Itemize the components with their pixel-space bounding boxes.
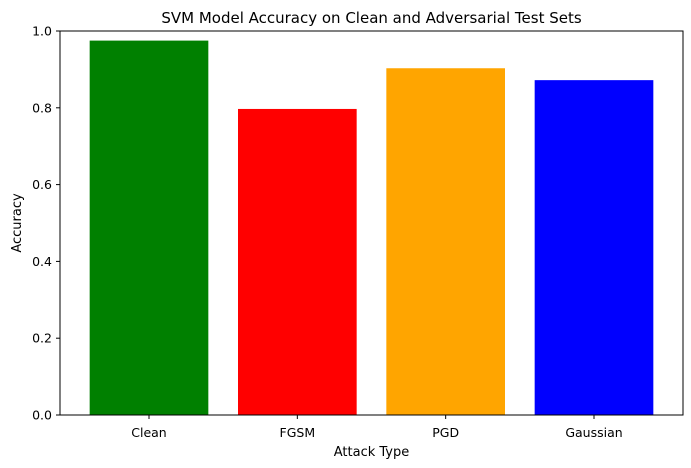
y-tick-label: 0.4 xyxy=(32,254,52,269)
chart-title: SVM Model Accuracy on Clean and Adversar… xyxy=(161,9,582,27)
bar-fgsm xyxy=(238,108,357,416)
bars-layer xyxy=(89,40,654,416)
x-axis: Clean FGSM PGD Gaussian xyxy=(131,415,623,440)
x-tick-label: Clean xyxy=(131,425,166,440)
y-axis: 0.0 0.2 0.4 0.6 0.8 1.0 xyxy=(32,24,60,423)
y-tick-label: 0.0 xyxy=(32,408,52,423)
y-tick-label: 0.2 xyxy=(32,331,52,346)
x-tick-label: Gaussian xyxy=(565,425,622,440)
bar-clean xyxy=(89,40,209,415)
x-tick-label: FGSM xyxy=(280,425,316,440)
y-tick-label: 1.0 xyxy=(32,24,52,39)
x-axis-title: Attack Type xyxy=(334,445,410,460)
x-tick-label: PGD xyxy=(432,425,459,440)
bar-gaussian xyxy=(534,80,654,415)
y-axis-title: Accuracy xyxy=(10,193,25,253)
y-tick-label: 0.8 xyxy=(32,100,52,115)
plot-frame xyxy=(59,30,684,416)
bar-pgd xyxy=(386,68,505,416)
y-tick-label: 0.6 xyxy=(32,177,52,192)
